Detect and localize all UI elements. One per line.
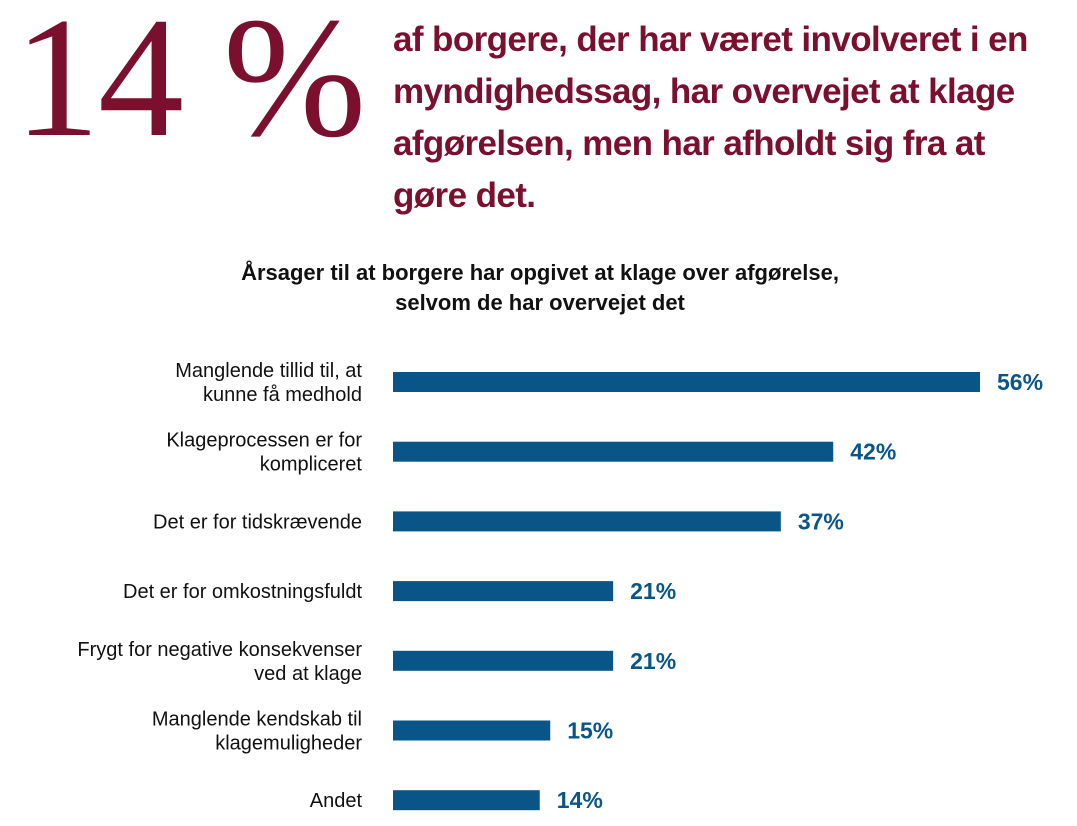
category-label-0-line-1: kunne få medhold: [203, 384, 362, 406]
category-label-2-line-0: Det er for tidskrævende: [153, 511, 362, 533]
bar-2: [393, 511, 781, 532]
bar-3: [393, 581, 614, 602]
bar-6: [393, 790, 540, 811]
category-label-1-line-0: Klageprocessen er for: [166, 430, 362, 452]
bar-1: [393, 441, 834, 462]
category-label-5-line-1: klagemuligheder: [215, 733, 362, 755]
value-label-2: 37%: [798, 508, 844, 534]
category-label-4-line-0: Frygt for negative konsekvenser: [77, 639, 362, 661]
category-label-4-line-1: ved at klage: [254, 663, 362, 685]
chart-title: Årsager til at borgere har opgivet at kl…: [140, 258, 940, 318]
value-label-1: 42%: [850, 439, 896, 465]
headline-text: af borgere, der har været involveret i e…: [393, 20, 1028, 215]
chart-title-line-1: Årsager til at borgere har opgivet at kl…: [241, 260, 839, 285]
value-label-5: 15%: [567, 718, 613, 744]
headline-statistic: 14 %: [14, 0, 366, 173]
value-label-0: 56%: [997, 369, 1043, 395]
category-label-1-line-1: kompliceret: [260, 454, 363, 476]
category-label-6-line-0: Andet: [310, 790, 363, 812]
value-label-3: 21%: [630, 578, 676, 604]
bar-0: [393, 372, 980, 392]
bar-5: [393, 720, 551, 741]
category-label-5-line-0: Manglende kendskab til: [152, 709, 362, 731]
value-label-6: 14%: [557, 787, 603, 813]
bar-4: [393, 650, 614, 671]
value-label-4: 21%: [630, 648, 676, 674]
chart-title-line-2: selvom de har overvejet det: [395, 290, 685, 315]
category-label-0-line-0: Manglende tillid til, at: [175, 360, 362, 382]
category-label-3-line-0: Det er for omkostningsfuldt: [123, 581, 362, 603]
